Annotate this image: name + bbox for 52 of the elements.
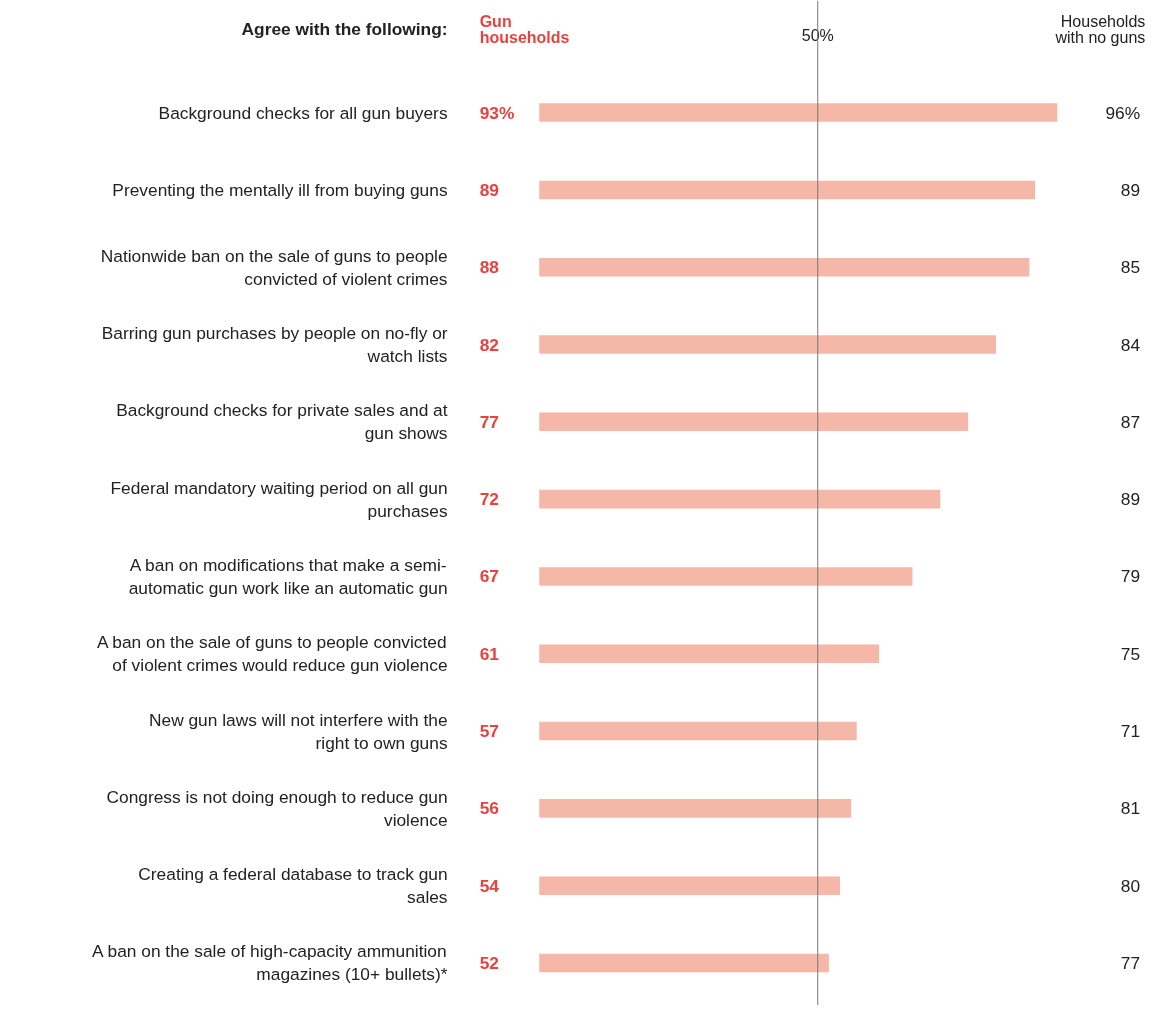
bar: [539, 489, 941, 509]
bar: [539, 876, 841, 895]
data-label: 93%: [479, 102, 515, 123]
bar: [539, 953, 829, 973]
y-tick-label: A ban on the sale of guns to people convicted of violent crimes would reduce gun violence: [96, 632, 448, 676]
bar: [539, 799, 852, 818]
text: Households with no guns: [1054, 12, 1146, 46]
data-label: 89: [479, 179, 499, 200]
bar: [539, 335, 996, 354]
y2-tick-label: 80: [1120, 875, 1141, 896]
bar: [539, 567, 913, 586]
data-label: 52: [479, 952, 499, 973]
data-label: 56: [479, 798, 500, 819]
data-label: 88: [479, 257, 500, 278]
y2-tick-label: 87: [1120, 411, 1141, 432]
y-tick-label: Background checks for all gun buyers: [158, 102, 448, 123]
data-label: 82: [479, 334, 499, 355]
y-tick-label: Barring gun purchases by people on no-fly or watch lists: [101, 323, 448, 367]
y2-tick-label: 89: [1120, 489, 1141, 510]
y2-tick-label: 81: [1120, 798, 1141, 819]
y-tick-label: Creating a federal database to track gun sales: [138, 864, 448, 908]
data-label: 72: [479, 489, 499, 510]
data-label: 54: [479, 875, 500, 896]
y2-tick-label: 71: [1120, 721, 1141, 742]
data-label: 57: [479, 721, 499, 742]
y-tick-label: Preventing the mentally ill from buying guns: [112, 179, 448, 200]
bar: [539, 644, 880, 664]
data-label: 67: [479, 566, 499, 587]
y2-tick-label: 96%: [1105, 102, 1141, 123]
bar: [539, 103, 1058, 122]
y-tick-label: A ban on the sale of high-capacity ammunition magazines (10+ bullets)*: [92, 941, 448, 985]
bar: [539, 257, 1030, 277]
y2-tick-label: 84: [1120, 334, 1141, 355]
y-tick-label: Background checks for private sales and at gun shows: [116, 400, 448, 444]
bar: [539, 721, 857, 741]
y-tick-label: Federal mandatory waiting period on all gun purchases: [110, 477, 448, 521]
text: Gun households: [479, 12, 570, 46]
y2-tick-label: 89: [1120, 179, 1141, 200]
y2-tick-label: 75: [1120, 643, 1141, 664]
y2-tick-label: 77: [1120, 952, 1141, 973]
text: Agree with the following:: [241, 19, 448, 40]
y2-tick-label: 85: [1120, 257, 1141, 278]
y-tick-label: Nationwide ban on the sale of guns to people convicted of violent crimes: [100, 245, 448, 289]
data-label: 61: [479, 643, 500, 664]
bar: [539, 180, 1035, 200]
bar: [539, 412, 969, 432]
y2-tick-label: 79: [1120, 566, 1141, 587]
y-tick-label: A ban on modifications that make a semi-automatic gun work like an automatic gun: [128, 554, 448, 598]
y-tick-label: Congress is not doing enough to reduce gun violence: [106, 786, 448, 830]
data-label: 77: [479, 411, 499, 432]
ref-line-label: 50%: [801, 26, 834, 44]
y-tick-label: New gun laws will not interfere with the right to own guns: [148, 709, 448, 753]
